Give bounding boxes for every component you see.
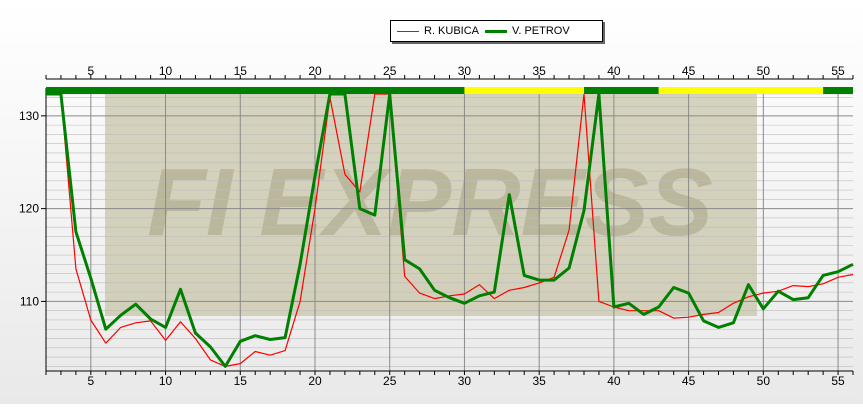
series-line-kubica <box>46 93 854 367</box>
legend: R. KUBICA V. PETROV <box>390 20 603 42</box>
status-segment <box>658 87 824 94</box>
x-tick-label-bottom: 10 <box>159 374 173 388</box>
series-lines <box>46 92 854 368</box>
status-segment <box>823 87 853 94</box>
status-segment <box>584 87 659 94</box>
status-bar <box>46 87 853 94</box>
watermark-logo: FI EXPRESS <box>105 92 757 316</box>
x-tick-label-bottom: 45 <box>682 374 696 388</box>
x-tick-label-top: 35 <box>532 64 546 78</box>
x-tick-label-bottom: 5 <box>87 374 94 388</box>
watermark-text: FI EXPRESS <box>147 149 713 256</box>
x-tick-label-bottom: 30 <box>458 374 472 388</box>
x-tick-label-top: 15 <box>234 64 248 78</box>
x-tick-label-top: 25 <box>383 64 397 78</box>
status-segment <box>464 87 584 94</box>
axes: 5510101515202025253030353540404545505055… <box>19 64 854 388</box>
x-tick-label-bottom: 15 <box>234 374 248 388</box>
x-tick-label-bottom: 50 <box>757 374 771 388</box>
x-tick-label-top: 20 <box>308 64 322 78</box>
x-tick-label-top: 50 <box>757 64 771 78</box>
x-tick-label-top: 30 <box>458 64 472 78</box>
x-tick-label-bottom: 25 <box>383 374 397 388</box>
y-tick-label: 120 <box>19 202 39 216</box>
x-tick-label-bottom: 55 <box>831 374 845 388</box>
y-tick-label: 130 <box>19 109 39 123</box>
x-tick-label-top: 40 <box>607 64 621 78</box>
legend-label-kubica: R. KUBICA <box>424 25 480 37</box>
y-tick-label: 110 <box>20 294 39 308</box>
watermark-panel <box>105 92 757 316</box>
x-tick-label-bottom: 40 <box>607 374 621 388</box>
legend-swatch-petrov <box>485 29 508 33</box>
x-tick-label-top: 45 <box>682 64 696 78</box>
x-tick-label-top: 10 <box>159 64 173 78</box>
series-line-petrov <box>46 92 854 368</box>
x-tick-label-bottom: 35 <box>532 374 546 388</box>
legend-label-petrov: V. PETROV <box>512 25 570 37</box>
legend-swatch-kubica <box>397 30 419 32</box>
x-tick-label-bottom: 20 <box>308 374 322 388</box>
x-tick-label-top: 5 <box>87 64 94 78</box>
status-segment <box>46 87 465 94</box>
x-tick-label-top: 55 <box>831 64 845 78</box>
